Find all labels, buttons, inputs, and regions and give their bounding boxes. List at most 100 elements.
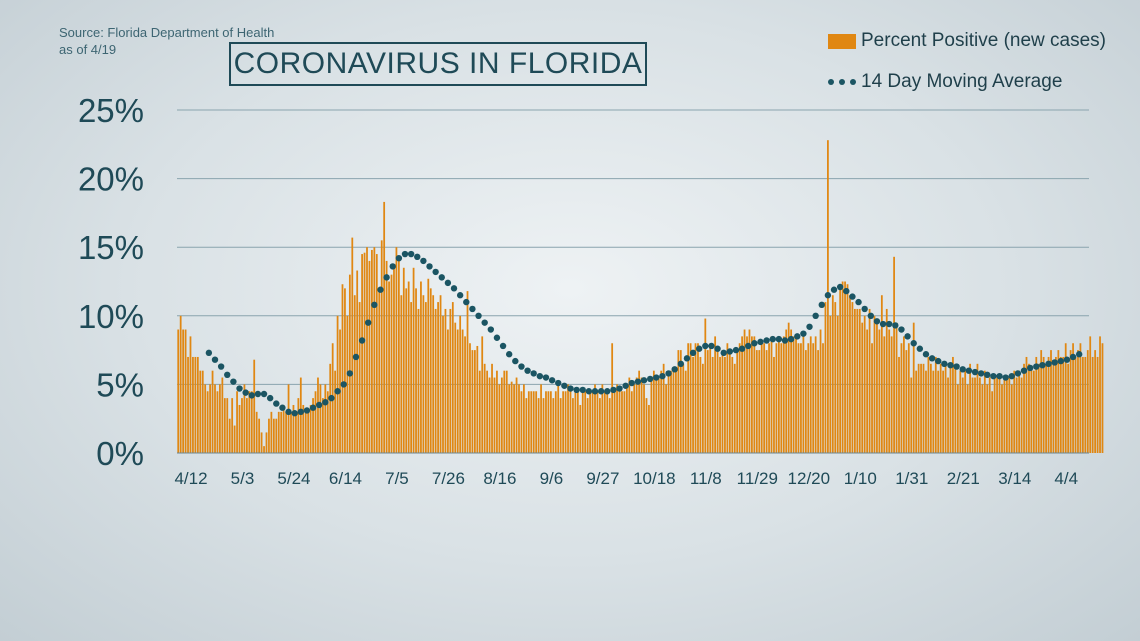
moving-average-point — [475, 312, 482, 319]
bar — [591, 391, 594, 453]
bar — [667, 370, 670, 453]
x-tick-label: 2/21 — [947, 469, 980, 488]
bar — [515, 377, 518, 453]
x-tick-label: 7/5 — [385, 469, 409, 488]
x-tick-label: 11/29 — [737, 469, 778, 488]
bar — [1099, 336, 1101, 453]
bar — [974, 377, 976, 453]
bar — [1057, 350, 1060, 453]
bar — [179, 315, 182, 453]
bar — [944, 363, 947, 453]
bar — [447, 329, 449, 453]
bar — [733, 363, 736, 453]
moving-average-point — [763, 337, 770, 344]
bar — [1003, 377, 1006, 453]
bar — [648, 404, 650, 453]
bar — [645, 398, 648, 453]
bar — [380, 240, 383, 453]
moving-average-point — [444, 279, 452, 287]
chart-legend: Percent Positive (new cases) 14 Day Movi… — [828, 30, 1106, 112]
moving-average-point — [1039, 361, 1046, 369]
moving-average-point — [407, 250, 415, 258]
bar — [324, 384, 327, 453]
legend-item-bars: Percent Positive (new cases) — [828, 30, 1106, 52]
y-tick-label: 20% — [78, 161, 144, 198]
bar — [760, 343, 763, 453]
bar — [356, 270, 359, 453]
bar — [285, 411, 287, 453]
moving-average-point — [824, 292, 832, 299]
bar — [699, 356, 702, 453]
bar — [824, 302, 827, 453]
moving-average-point — [358, 337, 366, 344]
bar — [1089, 336, 1092, 453]
moving-average-point — [714, 345, 721, 352]
bar — [579, 404, 582, 453]
bar — [751, 336, 753, 453]
bar — [559, 398, 562, 453]
bar — [194, 356, 197, 453]
moving-average-point — [365, 319, 372, 326]
bar — [204, 384, 207, 453]
bar — [535, 391, 538, 453]
bar — [329, 363, 332, 453]
bar — [755, 350, 758, 453]
bar — [885, 308, 888, 453]
bar — [741, 336, 743, 453]
bar — [1094, 350, 1097, 453]
bar — [348, 274, 351, 453]
bar — [574, 391, 577, 453]
moving-average-point — [726, 348, 734, 355]
moving-average-point — [775, 335, 783, 343]
bar — [449, 308, 452, 453]
bar — [424, 302, 427, 453]
moving-average-point — [702, 342, 709, 350]
bar — [1008, 377, 1011, 453]
bar — [233, 425, 236, 453]
bar — [1005, 377, 1008, 453]
moving-average-point — [653, 374, 660, 381]
moving-average-point — [291, 410, 298, 417]
bar — [743, 329, 746, 453]
bar — [878, 329, 881, 453]
chart-title-text: CORONAVIRUS IN FLORIDA — [233, 47, 643, 80]
bar — [410, 302, 413, 453]
bar — [679, 350, 682, 453]
moving-average-point — [708, 342, 715, 350]
bar — [437, 302, 439, 453]
bar — [260, 432, 263, 453]
bar — [1077, 350, 1079, 453]
bar — [1025, 356, 1028, 453]
bar — [844, 281, 846, 453]
bar — [998, 377, 1001, 453]
moving-average-point — [1008, 372, 1015, 380]
moving-average-point — [205, 349, 213, 357]
moving-average-point — [426, 263, 433, 270]
bar — [459, 315, 462, 453]
bar — [537, 398, 540, 453]
moving-average-point — [224, 371, 231, 378]
bar — [890, 336, 893, 453]
dotted-line-icon — [828, 79, 856, 85]
bar-swatch-icon — [828, 33, 856, 49]
bar — [1037, 363, 1040, 453]
bar — [567, 384, 569, 453]
bar — [309, 404, 312, 453]
bar — [787, 322, 790, 453]
bar — [947, 377, 949, 453]
bar — [1074, 356, 1077, 453]
bar — [1015, 377, 1018, 453]
bar — [853, 308, 856, 453]
bar — [383, 201, 386, 453]
bar — [851, 302, 854, 453]
moving-average-point — [610, 386, 617, 394]
moving-average-point — [1063, 356, 1071, 363]
bar — [672, 370, 675, 453]
bar — [530, 391, 533, 453]
x-tick-label: 9/27 — [586, 469, 619, 488]
bar — [711, 356, 714, 453]
bar — [775, 343, 778, 453]
bar — [841, 281, 844, 453]
moving-average-point — [745, 342, 752, 350]
bar — [393, 267, 395, 453]
